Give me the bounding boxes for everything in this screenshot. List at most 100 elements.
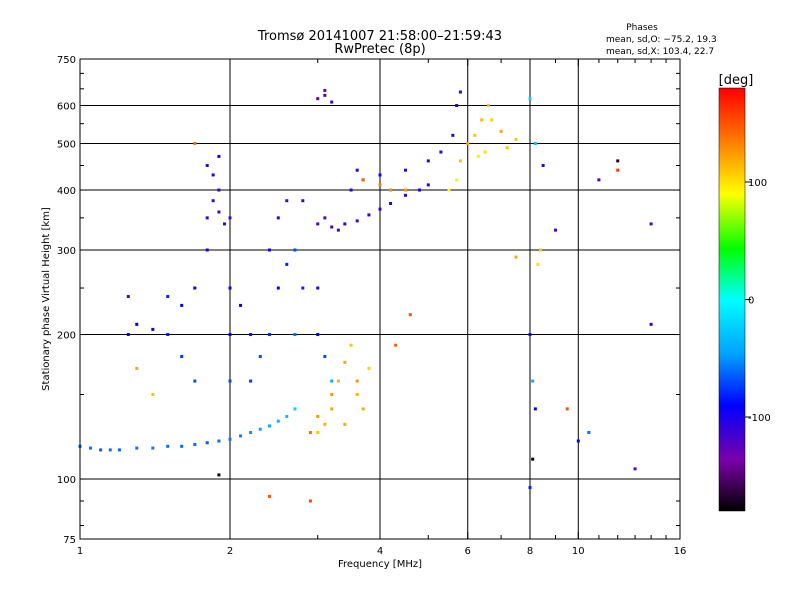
data-point: [378, 173, 382, 177]
data-point: [330, 407, 334, 411]
data-point: [336, 379, 340, 383]
data-point: [316, 222, 320, 226]
data-point: [389, 201, 393, 205]
data-point: [349, 188, 353, 192]
data-point: [276, 216, 280, 220]
x-tick-label: 2: [227, 546, 233, 557]
x-axis-label: Frequency [MHz]: [338, 559, 422, 570]
data-point: [649, 222, 653, 226]
data-point: [166, 444, 170, 448]
data-point: [205, 216, 209, 220]
data-point: [455, 104, 459, 108]
data-point: [528, 333, 532, 337]
y-tick-label: 400: [57, 186, 76, 197]
data-point: [616, 159, 620, 163]
phase-stats-o: mean, sd,O: −75.2, 19.3: [606, 35, 717, 45]
data-point: [228, 379, 232, 383]
data-point: [576, 439, 580, 443]
data-point: [239, 434, 243, 438]
data-point: [531, 457, 535, 461]
data-point: [276, 286, 280, 290]
data-point: [505, 146, 509, 150]
data-point: [455, 178, 459, 182]
data-point: [553, 228, 557, 232]
data-point: [458, 90, 462, 94]
data-point: [514, 137, 518, 141]
data-point: [228, 216, 232, 220]
data-point: [308, 431, 312, 435]
data-point: [417, 188, 421, 192]
data-point: [458, 159, 462, 163]
data-point: [403, 188, 407, 192]
data-point: [258, 427, 262, 431]
data-point: [323, 422, 327, 426]
data-point: [541, 163, 545, 167]
data-point: [533, 407, 537, 411]
data-point: [228, 286, 232, 290]
data-point: [211, 199, 215, 203]
y-tick-label: 75: [63, 535, 76, 546]
data-point: [587, 431, 591, 435]
data-point: [483, 150, 487, 154]
data-point: [531, 379, 535, 383]
data-point: [323, 354, 327, 358]
data-point: [439, 150, 443, 154]
data-point: [285, 199, 289, 203]
data-point: [223, 222, 227, 226]
data-point: [151, 446, 155, 450]
data-point: [367, 213, 371, 217]
data-point: [330, 379, 334, 383]
data-point: [211, 173, 215, 177]
y-axis: 75 100 200 300 400 500 600 750: [57, 55, 680, 546]
data-point: [180, 303, 184, 307]
data-point: [316, 414, 320, 418]
x-axis: 1 2 4 6 8 10 16: [77, 59, 687, 557]
phase-stats-x: mean, sd,X: 103.4, 22.7: [606, 47, 714, 57]
data-point: [228, 333, 232, 337]
data-point: [108, 448, 112, 452]
data-point: [205, 163, 209, 167]
data-point: [466, 142, 470, 146]
colorbar-tick-label: -100: [748, 413, 771, 424]
data-point: [394, 343, 398, 347]
data-point: [193, 142, 197, 146]
data-point: [514, 255, 518, 259]
data-point: [389, 188, 393, 192]
y-tick-label: 500: [57, 140, 76, 151]
data-point: [267, 248, 271, 252]
y-tick-label: 750: [57, 55, 76, 66]
data-point: [616, 168, 620, 172]
data-point: [597, 178, 601, 182]
data-point: [536, 262, 540, 266]
y-tick-label: 100: [57, 475, 76, 486]
x-tick-label: 8: [527, 546, 533, 557]
data-point: [476, 154, 480, 158]
data-point: [276, 419, 280, 423]
colorbar: [718, 87, 746, 512]
data-point: [217, 473, 221, 477]
grid-lines: [80, 59, 680, 539]
data-point: [217, 154, 221, 158]
data-point: [217, 210, 221, 214]
data-point: [126, 295, 130, 299]
data-point: [308, 499, 312, 503]
data-point: [285, 262, 289, 266]
data-point: [486, 104, 490, 108]
data-point: [539, 248, 543, 252]
data-point: [451, 133, 455, 137]
data-point: [239, 303, 243, 307]
data-point: [293, 407, 297, 411]
data-point: [166, 333, 170, 337]
data-point: [343, 222, 347, 226]
data-point: [367, 366, 371, 370]
data-point: [151, 393, 155, 397]
data-point: [408, 313, 412, 317]
x-tick-label: 1: [77, 546, 83, 557]
x-tick-label: 16: [674, 546, 687, 557]
data-point: [447, 188, 451, 192]
data-point: [528, 486, 532, 490]
data-point: [330, 225, 334, 229]
data-point: [301, 199, 305, 203]
data-point: [117, 448, 121, 452]
